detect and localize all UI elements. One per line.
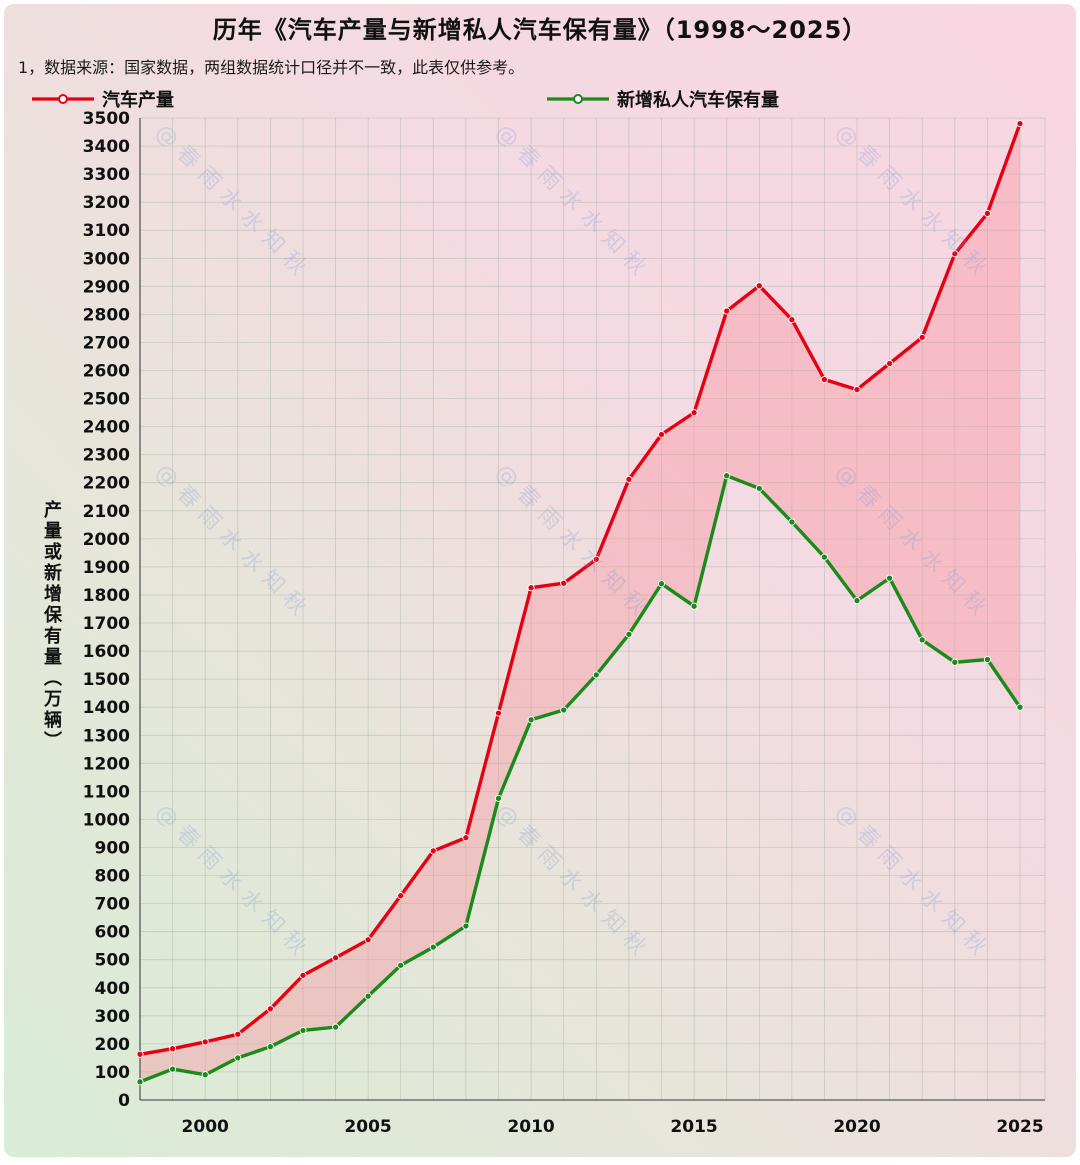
svg-text:2500: 2500 [83,390,130,410]
legend-label: 新增私人汽车保有量 [617,90,779,111]
svg-text:3300: 3300 [83,165,130,185]
svg-text:2200: 2200 [83,474,130,494]
svg-text:400: 400 [95,979,131,999]
svg-text:200: 200 [95,1035,131,1055]
green-line-marker-icon [547,94,609,104]
legend-item-private-ownership: 新增私人汽车保有量 [545,86,779,112]
svg-text:3200: 3200 [83,193,130,213]
page-background [4,4,1076,1157]
svg-text:2100: 2100 [83,502,130,522]
svg-text:2300: 2300 [83,446,130,466]
svg-text:600: 600 [95,923,131,943]
svg-text:2900: 2900 [83,277,130,297]
svg-text:2005: 2005 [344,1117,391,1137]
svg-text:300: 300 [95,1007,131,1027]
svg-text:3500: 3500 [83,109,130,129]
svg-text:2020: 2020 [833,1117,880,1137]
svg-text:500: 500 [95,951,131,971]
svg-text:1200: 1200 [83,754,130,774]
svg-text:2025: 2025 [996,1117,1043,1137]
svg-text:2700: 2700 [83,334,130,354]
svg-text:2800: 2800 [83,305,130,325]
svg-text:1800: 1800 [83,586,130,606]
svg-text:2000: 2000 [182,1117,229,1137]
svg-text:2600: 2600 [83,362,130,382]
svg-text:1600: 1600 [83,642,130,662]
svg-text:0: 0 [118,1091,130,1111]
red-line-marker-icon [32,94,94,104]
svg-text:2000: 2000 [83,530,130,550]
svg-text:900: 900 [95,839,131,859]
svg-text:1400: 1400 [83,698,130,718]
svg-text:2010: 2010 [507,1117,554,1137]
svg-text:1900: 1900 [83,558,130,578]
legend-label: 汽车产量 [102,90,174,111]
svg-text:1300: 1300 [83,726,130,746]
svg-text:800: 800 [95,867,131,887]
legend: 汽车产量 新增私人汽车保有量 [0,86,1080,112]
legend-item-production: 汽车产量 [30,86,174,112]
svg-text:100: 100 [95,1063,131,1083]
svg-text:1500: 1500 [83,670,130,690]
svg-text:2015: 2015 [670,1117,717,1137]
svg-text:3400: 3400 [83,137,130,157]
svg-text:1700: 1700 [83,614,130,634]
svg-text:1100: 1100 [83,782,130,802]
svg-text:3000: 3000 [83,249,130,269]
svg-text:2400: 2400 [83,418,130,438]
page-title: 历年《汽车产量与新增私人汽车保有量》（1998～2025） [212,16,868,44]
svg-text:700: 700 [95,895,131,915]
svg-text:1000: 1000 [83,810,130,830]
source-note: 1，数据来源：国家数据，两组数据统计口径并不一致，此表仅供参考。 [18,58,525,77]
y-axis-label: 产量或新增保有量（万辆） [41,500,62,752]
svg-text:3100: 3100 [83,221,130,241]
